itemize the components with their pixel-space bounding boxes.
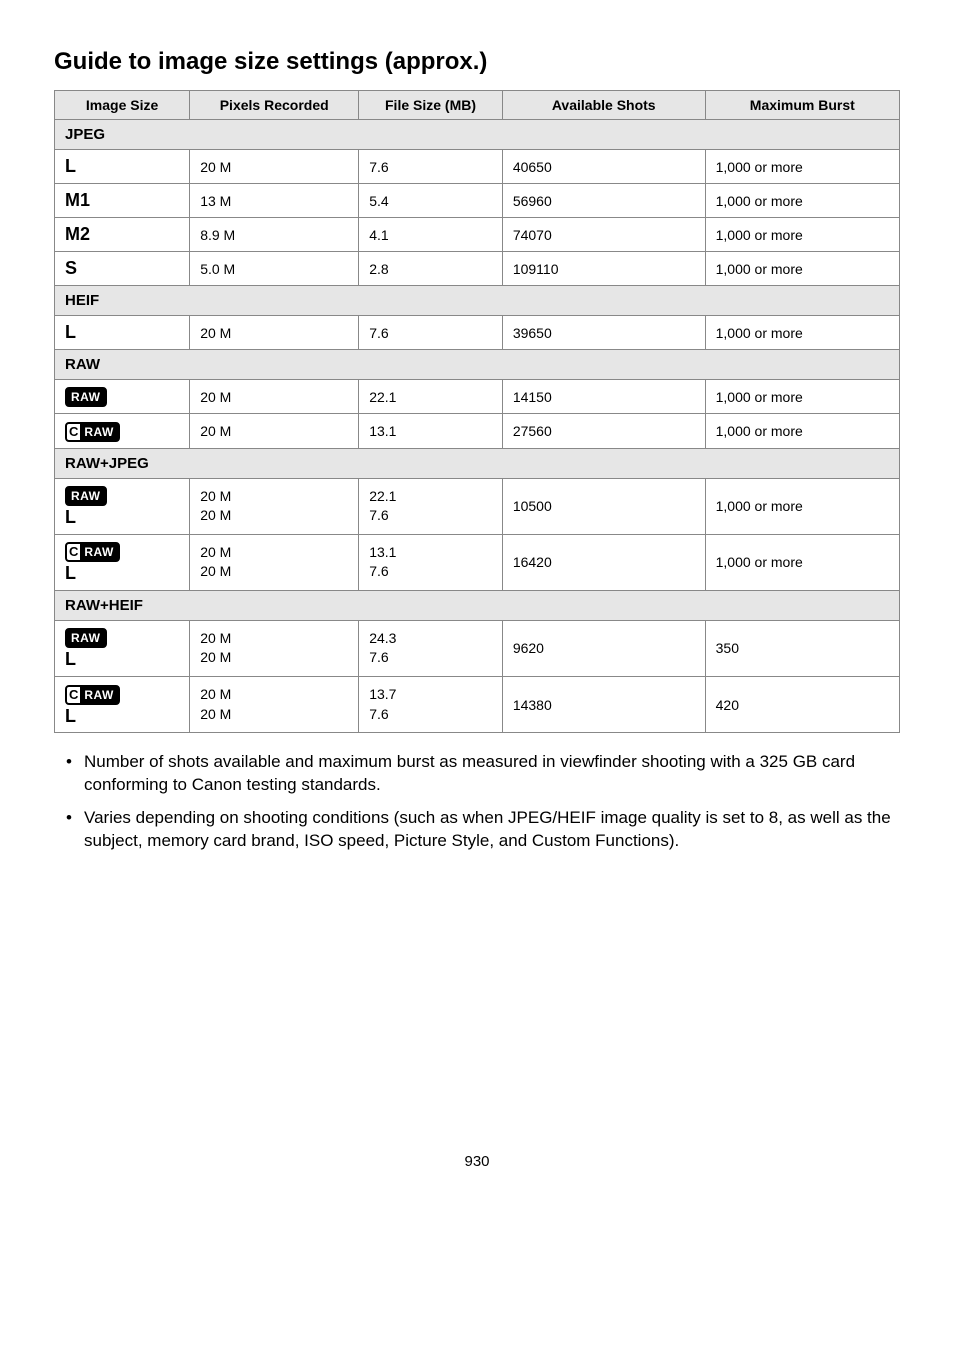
cell-size: 2.8 <box>359 252 503 286</box>
table-row: M2 8.9 M 4.1 74070 1,000 or more <box>55 218 900 252</box>
cell-shots: 74070 <box>502 218 705 252</box>
cell-burst: 1,000 or more <box>705 478 899 534</box>
section-jpeg: JPEG <box>55 120 900 150</box>
craw-icon: C RAW <box>65 422 120 442</box>
table-row: C RAW 20 M 13.1 27560 1,000 or more <box>55 414 900 448</box>
cell-size: 13.17.6 <box>359 534 503 590</box>
cell-pixels: 20 M <box>190 414 359 448</box>
label-L: L <box>65 650 76 668</box>
table-row: C RAW L 20 M20 M 13.17.6 16420 1,000 or … <box>55 534 900 590</box>
cell-shots: 27560 <box>502 414 705 448</box>
craw-c: C <box>67 544 80 560</box>
header-shots: Available Shots <box>502 91 705 120</box>
craw-r: RAW <box>80 687 118 703</box>
craw-c: C <box>67 687 80 703</box>
header-file-size: File Size (MB) <box>359 91 503 120</box>
cell-pixels: 20 M20 M <box>190 620 359 676</box>
table-row: S 5.0 M 2.8 109110 1,000 or more <box>55 252 900 286</box>
cell-pixels: 20 M <box>190 380 359 414</box>
cell-shots: 56960 <box>502 184 705 218</box>
raw-icon: RAW <box>65 628 107 648</box>
craw-r: RAW <box>80 424 118 440</box>
label-S: S <box>65 258 77 278</box>
cell-pixels: 20 M <box>190 150 359 184</box>
cell-pixels: 20 M20 M <box>190 534 359 590</box>
cell-size: 4.1 <box>359 218 503 252</box>
label-L: L <box>65 156 76 176</box>
table-header-row: Image Size Pixels Recorded File Size (MB… <box>55 91 900 120</box>
cell-pixels: 20 M20 M <box>190 677 359 733</box>
label-L: L <box>65 508 76 526</box>
table-row: L 20 M 7.6 40650 1,000 or more <box>55 150 900 184</box>
section-raw-heif: RAW+HEIF <box>55 590 900 620</box>
table-row: RAW 20 M 22.1 14150 1,000 or more <box>55 380 900 414</box>
section-raw-jpeg: RAW+JPEG <box>55 448 900 478</box>
craw-icon: C RAW <box>65 685 120 705</box>
image-size-table: Image Size Pixels Recorded File Size (MB… <box>54 90 900 733</box>
cell-pixels: 8.9 M <box>190 218 359 252</box>
craw-icon: C RAW <box>65 542 120 562</box>
cell-burst: 1,000 or more <box>705 534 899 590</box>
cell-burst: 420 <box>705 677 899 733</box>
page-title: Guide to image size settings (approx.) <box>54 48 900 76</box>
cell-burst: 1,000 or more <box>705 252 899 286</box>
cell-burst: 1,000 or more <box>705 316 899 350</box>
cell-shots: 40650 <box>502 150 705 184</box>
cell-shots: 10500 <box>502 478 705 534</box>
cell-size: 7.6 <box>359 316 503 350</box>
table-row: RAW L 20 M20 M 24.37.6 9620 350 <box>55 620 900 676</box>
cell-size: 22.17.6 <box>359 478 503 534</box>
cell-shots: 9620 <box>502 620 705 676</box>
cell-burst: 350 <box>705 620 899 676</box>
cell-size: 22.1 <box>359 380 503 414</box>
cell-pixels: 13 M <box>190 184 359 218</box>
page-number: 930 <box>54 1153 900 1170</box>
notes-list: Number of shots available and maximum bu… <box>54 751 900 853</box>
cell-burst: 1,000 or more <box>705 184 899 218</box>
header-image-size: Image Size <box>55 91 190 120</box>
cell-shots: 109110 <box>502 252 705 286</box>
cell-shots: 16420 <box>502 534 705 590</box>
craw-c: C <box>67 424 80 440</box>
craw-r: RAW <box>80 544 118 560</box>
cell-shots: 14150 <box>502 380 705 414</box>
cell-burst: 1,000 or more <box>705 218 899 252</box>
table-row: C RAW L 20 M20 M 13.77.6 14380 420 <box>55 677 900 733</box>
cell-size: 13.77.6 <box>359 677 503 733</box>
section-heif: HEIF <box>55 286 900 316</box>
section-raw: RAW <box>55 350 900 380</box>
cell-shots: 14380 <box>502 677 705 733</box>
table-row: RAW L 20 M20 M 22.17.6 10500 1,000 or mo… <box>55 478 900 534</box>
raw-icon: RAW <box>65 387 107 407</box>
table-row: L 20 M 7.6 39650 1,000 or more <box>55 316 900 350</box>
cell-pixels: 20 M20 M <box>190 478 359 534</box>
cell-size: 24.37.6 <box>359 620 503 676</box>
cell-pixels: 5.0 M <box>190 252 359 286</box>
label-L: L <box>65 322 76 342</box>
cell-pixels: 20 M <box>190 316 359 350</box>
cell-size: 5.4 <box>359 184 503 218</box>
raw-icon: RAW <box>65 486 107 506</box>
label-M2: M2 <box>65 224 90 244</box>
header-pixels: Pixels Recorded <box>190 91 359 120</box>
cell-size: 7.6 <box>359 150 503 184</box>
cell-burst: 1,000 or more <box>705 414 899 448</box>
note-item: Number of shots available and maximum bu… <box>72 751 900 797</box>
note-item: Varies depending on shooting conditions … <box>72 807 900 853</box>
table-row: M1 13 M 5.4 56960 1,000 or more <box>55 184 900 218</box>
cell-burst: 1,000 or more <box>705 380 899 414</box>
cell-size: 13.1 <box>359 414 503 448</box>
label-M1: M1 <box>65 190 90 210</box>
label-L: L <box>65 707 76 725</box>
cell-burst: 1,000 or more <box>705 150 899 184</box>
label-L: L <box>65 564 76 582</box>
cell-shots: 39650 <box>502 316 705 350</box>
header-burst: Maximum Burst <box>705 91 899 120</box>
